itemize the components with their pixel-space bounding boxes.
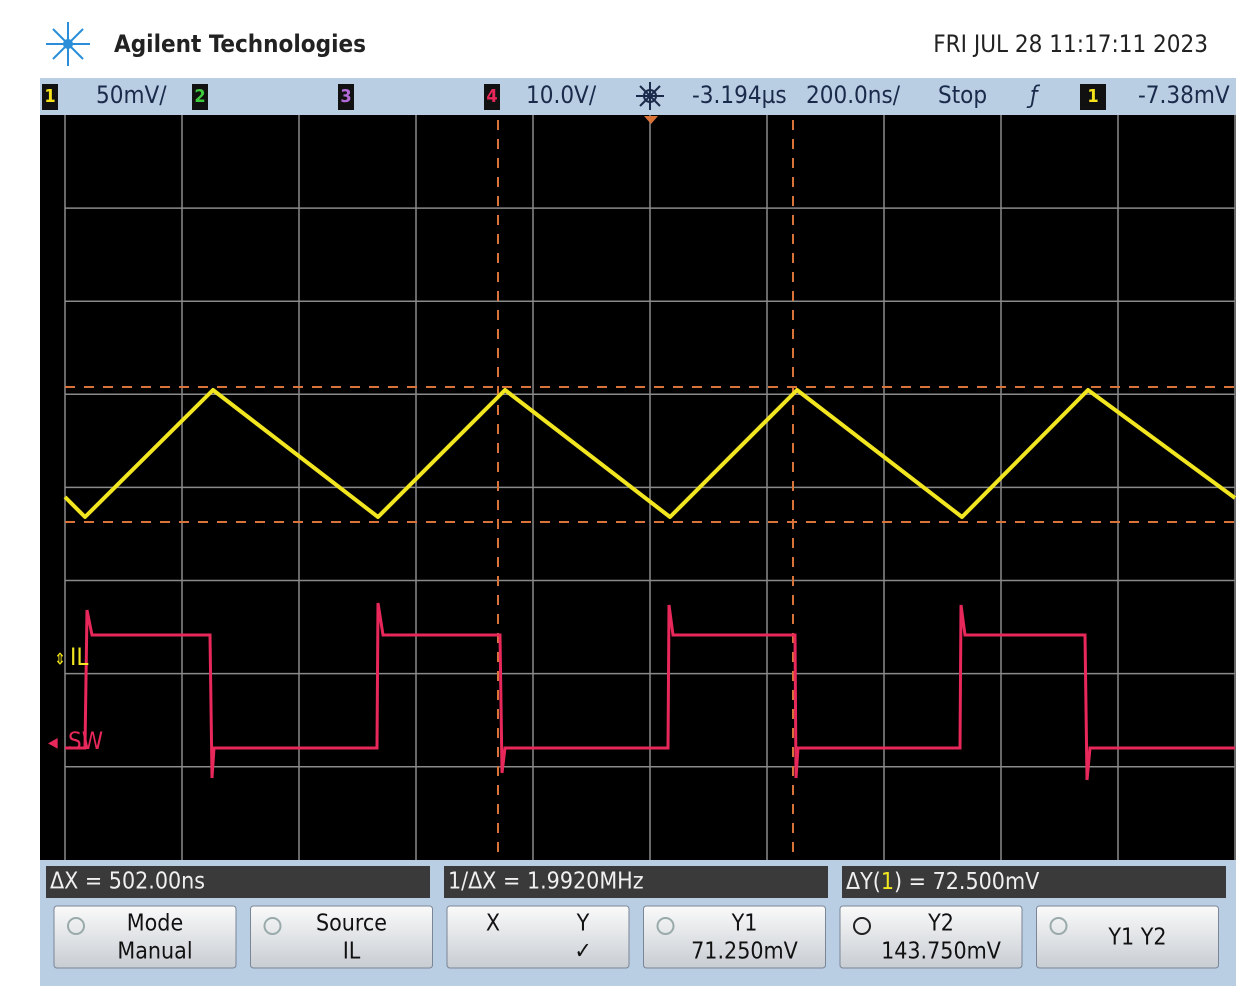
- softkey-label: Mode: [127, 911, 183, 937]
- softkey-value: 71.250mV: [691, 939, 798, 965]
- trigger-marker: [644, 116, 658, 124]
- softkey-knob-icon: [263, 917, 282, 935]
- run-state: Stop: [938, 81, 987, 109]
- ch1-scale: 50mV/: [96, 81, 167, 109]
- softkey-value: Manual: [117, 939, 192, 965]
- timebase: 200.0ns/: [806, 81, 901, 109]
- inv-delta-x: 1/ΔX = 1.9920MHz: [448, 869, 644, 895]
- delta-y-channel: 1: [881, 869, 894, 895]
- softkey-button[interactable]: [1036, 905, 1219, 969]
- softkey-label: ✓: [574, 939, 591, 965]
- delay: -3.194µs: [692, 81, 787, 109]
- datetime: FRI JUL 28 11:17:11 2023: [933, 30, 1208, 58]
- meas-box: [842, 866, 1226, 898]
- cursors: [65, 120, 1235, 858]
- trigger-level: -7.38mV: [1138, 81, 1230, 109]
- ch4-chip: [484, 84, 500, 110]
- softkey-label: Y1: [731, 911, 758, 937]
- brand: Agilent Technologies: [114, 30, 366, 58]
- softkey-knob-icon: [67, 917, 85, 935]
- meas-box: [46, 866, 430, 898]
- delta-x: ΔX = 502.00ns: [50, 869, 205, 895]
- softkey-value: 143.750mV: [881, 939, 1001, 965]
- ch3-chip: [338, 84, 354, 110]
- delta-y-prefix: ΔY(: [846, 869, 881, 895]
- softkey-label: Y1 Y2: [1107, 925, 1166, 951]
- ch4-trace-label: SW: [68, 727, 103, 755]
- ch4-ground-marker: ◀: [48, 735, 58, 751]
- softkey-button[interactable]: [53, 905, 237, 969]
- softkey-label: X: [486, 911, 500, 937]
- softkey-label: Source: [316, 911, 387, 937]
- softkey-button[interactable]: [643, 905, 826, 969]
- ch1-chip-label: 1: [44, 86, 55, 107]
- delay-icon: [636, 82, 664, 110]
- ch1-ground-marker: ⇕: [54, 650, 66, 669]
- softkey[interactable]: Y1 Y2: [1036, 905, 1219, 969]
- graticule: [64, 115, 1236, 860]
- ch3-chip-label: 3: [340, 86, 351, 107]
- softkey[interactable]: X Y✓: [446, 905, 630, 969]
- trigger-chip: [1080, 84, 1106, 110]
- trigger-edge-icon: ƒ: [1026, 81, 1041, 109]
- ch1-trace-label: IL: [70, 643, 88, 671]
- ch1-trace: [63, 388, 1237, 519]
- meas-box: [444, 866, 828, 898]
- softkey-label: Y: [576, 911, 590, 937]
- ch4-chip-label: 4: [486, 86, 497, 107]
- softkey-knob-icon: [656, 917, 675, 935]
- softkey-label: Y2: [927, 911, 954, 937]
- ch2-chip-label: 2: [194, 86, 205, 107]
- ch2-chip: [192, 84, 208, 110]
- delta-y: ΔY(1) = 72.500mV: [846, 869, 1039, 895]
- delta-y-value: ) = 72.500mV: [894, 869, 1039, 895]
- ch4-scale: 10.0V/: [526, 81, 597, 109]
- softkey-button[interactable]: [446, 905, 630, 969]
- softkey-value: IL: [343, 939, 361, 965]
- softkey-knob-icon: [853, 917, 871, 935]
- trigger-source: 1: [1087, 86, 1098, 107]
- ch1-chip: [42, 84, 58, 110]
- ch4-trace: [65, 602, 1235, 781]
- softkey-button[interactable]: [250, 905, 433, 969]
- softkey-button[interactable]: [839, 905, 1023, 969]
- softkey-knob-icon: [1049, 917, 1068, 935]
- logo-center: [63, 39, 73, 49]
